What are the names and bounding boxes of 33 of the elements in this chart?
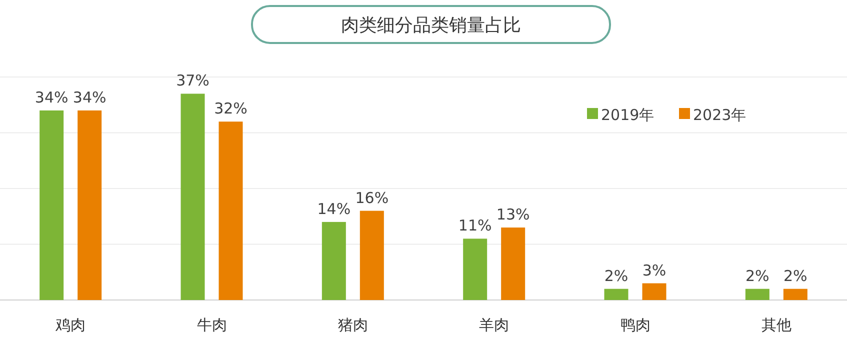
bar (180, 94, 205, 300)
data-label: 2% (784, 266, 808, 285)
legend-label: 2023年 (693, 106, 746, 124)
bar (360, 210, 384, 300)
bar (218, 122, 243, 300)
bar (501, 228, 526, 300)
x-tick-label: 牛肉 (196, 316, 227, 334)
data-label: 2% (746, 266, 770, 285)
data-label: 32% (214, 100, 248, 118)
bar (78, 110, 102, 300)
legend-label: 2019年 (601, 106, 654, 124)
data-label: 34% (72, 88, 106, 106)
bar (604, 288, 628, 300)
data-label: 2% (604, 266, 628, 285)
data-label: 14% (317, 200, 351, 218)
data-label: 16% (355, 188, 389, 207)
data-label: 13% (496, 206, 530, 224)
data-label: 34% (34, 88, 68, 106)
chart-title: 肉类细分品类销量占比 (341, 15, 521, 36)
x-tick-label: 其他 (761, 316, 792, 334)
bar (40, 110, 64, 300)
data-label: 37% (176, 72, 210, 90)
x-tick-label: 猪肉 (338, 316, 368, 334)
bar (783, 288, 808, 300)
bar (642, 283, 666, 300)
bar (322, 222, 346, 300)
bar (463, 238, 488, 300)
data-label: 3% (642, 261, 666, 280)
x-tick-label: 鸡肉 (54, 316, 86, 334)
bar (745, 288, 770, 300)
x-tick-label: 鸭肉 (620, 316, 650, 334)
data-label: 11% (458, 216, 492, 235)
x-tick-label: 羊肉 (479, 316, 510, 334)
